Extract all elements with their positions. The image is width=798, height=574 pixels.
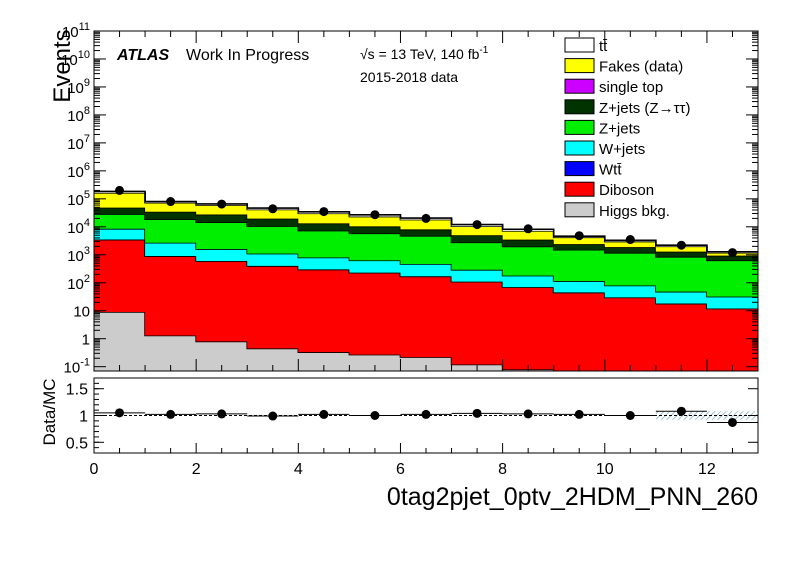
y-tick-label: 104 xyxy=(67,217,90,237)
legend-swatch xyxy=(564,37,595,53)
y-tick-label: 10 xyxy=(73,304,90,321)
ratio-point xyxy=(727,417,737,427)
legend-entry: W+jets xyxy=(599,141,645,158)
ratio-point xyxy=(370,411,380,420)
stack-w-jets xyxy=(94,228,758,309)
legend-swatch xyxy=(564,78,595,94)
ratio-point xyxy=(523,409,533,419)
ratio-y-axis-label: Data/MC xyxy=(40,378,59,445)
legend-swatch xyxy=(564,58,595,74)
legend-swatch xyxy=(564,140,595,156)
ratio-y-tick-label: 0.5 xyxy=(66,435,88,452)
x-tick-label: 4 xyxy=(294,461,303,478)
legend-swatch xyxy=(564,161,595,177)
data-point xyxy=(115,185,125,195)
region-label: 0tag2pjet_0ptv_2HDM_PNN_260 xyxy=(387,483,758,511)
x-tick-label: 8 xyxy=(498,461,507,478)
data-point xyxy=(319,207,329,217)
legend-swatch xyxy=(564,119,595,135)
legend-entry: Diboson xyxy=(599,182,654,199)
y-tick-label: 10-1 xyxy=(64,357,90,377)
stack-fakes-data- xyxy=(94,192,758,256)
y-tick-label: 106 xyxy=(67,161,90,181)
data-point xyxy=(727,248,737,258)
y-tick-label: 103 xyxy=(67,245,90,265)
main-axes: 10-1 1 10 102 103 104 105 106 107 108 109 1010 1011 xyxy=(61,21,759,377)
x-tick-label: 10 xyxy=(596,461,614,478)
stacked-histogram xyxy=(94,190,758,371)
x-tick-label: 2 xyxy=(192,461,201,478)
ratio-point xyxy=(217,409,227,419)
stack-z-jets-z- xyxy=(94,207,758,261)
y-tick-label: 107 xyxy=(67,133,90,153)
y-tick-label: 1011 xyxy=(62,21,90,41)
data-point xyxy=(523,224,533,234)
ratio-point xyxy=(115,408,125,418)
y-tick-label: 102 xyxy=(67,273,90,293)
legend-entry: single top xyxy=(599,79,663,96)
ratio-y-tick-label: 1 xyxy=(79,409,88,426)
energy-label: √s = 13 TeV, 140 fb-1 xyxy=(360,45,489,62)
legend-entry: Fakes (data) xyxy=(599,59,683,76)
x-tick-label: 0 xyxy=(90,461,99,478)
legend-swatch xyxy=(564,181,595,197)
data-point xyxy=(217,199,227,209)
dataset-label: 2015-2018 data xyxy=(360,69,458,85)
legend-entry: Z+jets (Z→ττ) xyxy=(599,100,690,117)
data-point xyxy=(166,197,176,207)
stack-outline xyxy=(94,213,758,262)
y-tick-label: 109 xyxy=(67,77,90,97)
data-point xyxy=(472,220,482,230)
y-axis-label: Events xyxy=(49,29,76,102)
ratio-point xyxy=(472,408,482,418)
data-point xyxy=(676,240,686,250)
ratio-plot: 0.5 1 1.5 0 2 4 6 8 10 12 xyxy=(66,377,759,478)
y-tick-label: 105 xyxy=(67,189,90,209)
stack-higgs-bkg- xyxy=(94,312,758,371)
y-tick-label: 1010 xyxy=(61,49,90,69)
ratio-point xyxy=(574,409,584,419)
energy-superscript: -1 xyxy=(479,45,488,56)
ratio-point xyxy=(268,411,278,421)
ratio-y-tick-label: 1.5 xyxy=(66,382,88,399)
data-point xyxy=(421,213,431,223)
data-point xyxy=(370,210,380,220)
legend-swatch xyxy=(564,202,595,218)
ratio-point xyxy=(421,409,431,419)
legend-entry: tt̄ xyxy=(599,38,608,55)
legend-entry: Z+jets xyxy=(599,120,640,137)
y-tick-label: 108 xyxy=(67,105,90,125)
stack-z-jets xyxy=(94,214,758,297)
stack-diboson xyxy=(94,239,758,371)
status-label: Work In Progress xyxy=(186,47,309,64)
legend-entry: Wtt̄ xyxy=(599,162,622,179)
data-point xyxy=(625,235,635,245)
legend-entry: Higgs bkg. xyxy=(599,203,670,220)
ratio-point xyxy=(676,406,686,416)
legend: tt̄ Fakes (data) single top Z+jets (Z→ττ) Z+… xyxy=(564,37,690,220)
data-points xyxy=(115,185,737,258)
legend-swatch xyxy=(564,99,595,115)
x-tick-label: 6 xyxy=(396,461,405,478)
ratio-point xyxy=(166,409,176,419)
data-point xyxy=(268,204,278,214)
ratio-point xyxy=(625,411,635,420)
x-tick-label: 12 xyxy=(698,461,716,478)
y-tick-label: 1 xyxy=(82,332,90,349)
data-point xyxy=(574,231,584,241)
energy-text: √s = 13 TeV, 140 fb xyxy=(360,46,480,62)
atlas-label: ATLAS xyxy=(116,47,169,64)
ratio-point xyxy=(319,409,329,419)
